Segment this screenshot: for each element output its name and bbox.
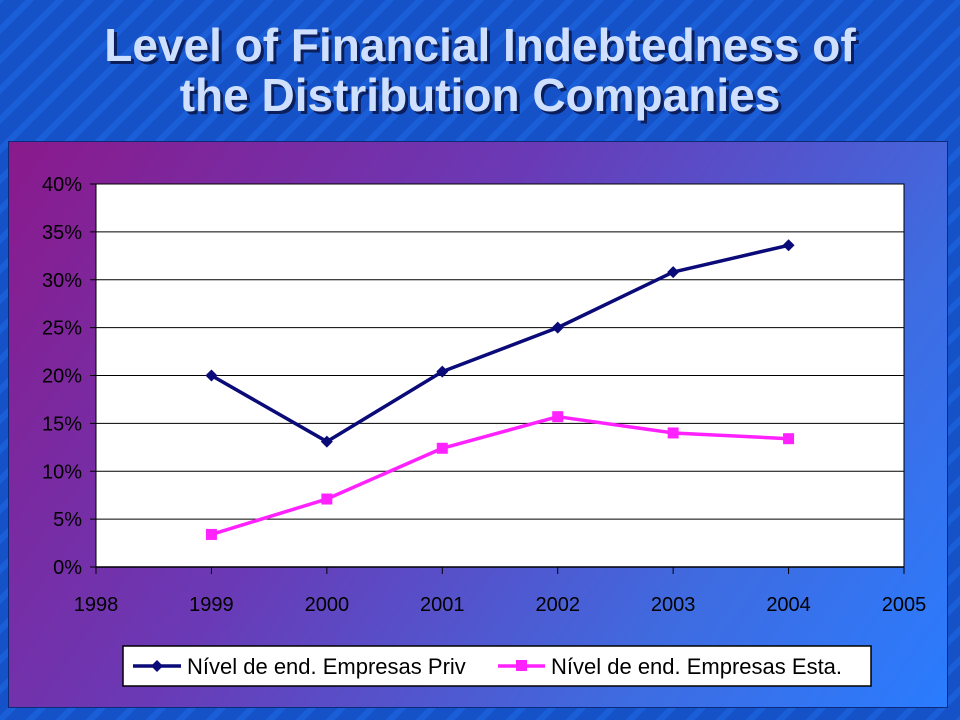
y-tick-label: 30%	[42, 270, 82, 292]
series-line-0	[210, 243, 789, 444]
axes: 0% 5% 10% 15% 20% 25% 30% 35% 40% 1998 1999 2000 200…	[42, 174, 926, 616]
slide-title: Level of Financial Indebtedness of the D…	[0, 20, 960, 120]
series-layer	[205, 239, 795, 540]
data-point-diamond	[205, 369, 218, 382]
data-point-square	[436, 442, 448, 454]
legend-label-priv: Nível de end. Empresas Priv	[187, 654, 466, 679]
y-tick-label: 0%	[53, 557, 82, 579]
grid-lines	[96, 183, 904, 520]
y-tick-label: 40%	[42, 174, 82, 196]
data-point-square	[321, 493, 333, 505]
data-point-diamond	[320, 435, 333, 448]
data-point-diamond	[436, 365, 449, 378]
line-chart: 0% 5% 10% 15% 20% 25% 30% 35% 40% 1998 1999 2000 200…	[42, 174, 926, 687]
legend: Nível de end. Empresas Priv Nível de end…	[122, 645, 872, 687]
x-tick-label: 2004	[766, 594, 811, 616]
x-tick-label: 2005	[882, 594, 927, 616]
y-tick-label: 20%	[42, 366, 82, 388]
x-tick-label: 2003	[651, 594, 696, 616]
x-tick-label: 2001	[420, 594, 465, 616]
x-tick-label: 1998	[74, 594, 119, 616]
slide-title-line-1: Level of Financial Indebtedness of	[104, 19, 856, 71]
legend-marker-esta	[516, 660, 527, 671]
data-point-square	[552, 411, 564, 423]
data-point-diamond	[667, 266, 680, 279]
data-point-square	[205, 528, 217, 540]
slide-title-line-2: the Distribution Companies	[179, 69, 781, 121]
x-tick-label: 2002	[535, 594, 580, 616]
data-point-diamond	[551, 321, 564, 334]
x-tick-label: 1999	[189, 594, 234, 616]
data-point-diamond	[782, 239, 795, 252]
series-line-1	[210, 414, 789, 537]
y-tick-label: 15%	[42, 413, 82, 435]
legend-marker-priv	[151, 660, 163, 672]
y-tick-label: 5%	[53, 509, 82, 531]
data-point-square	[783, 433, 795, 445]
data-point-square	[667, 427, 679, 439]
y-tick-label: 35%	[42, 222, 82, 244]
y-tick-label: 10%	[42, 461, 82, 483]
legend-label-esta: Nível de end. Empresas Esta.	[551, 654, 842, 679]
chart-panel: 0% 5% 10% 15% 20% 25% 30% 35% 40% 1998 1999 2000 200…	[8, 141, 948, 708]
y-tick-label: 25%	[42, 318, 82, 340]
x-tick-label: 2000	[305, 594, 350, 616]
legend-box	[122, 645, 872, 687]
